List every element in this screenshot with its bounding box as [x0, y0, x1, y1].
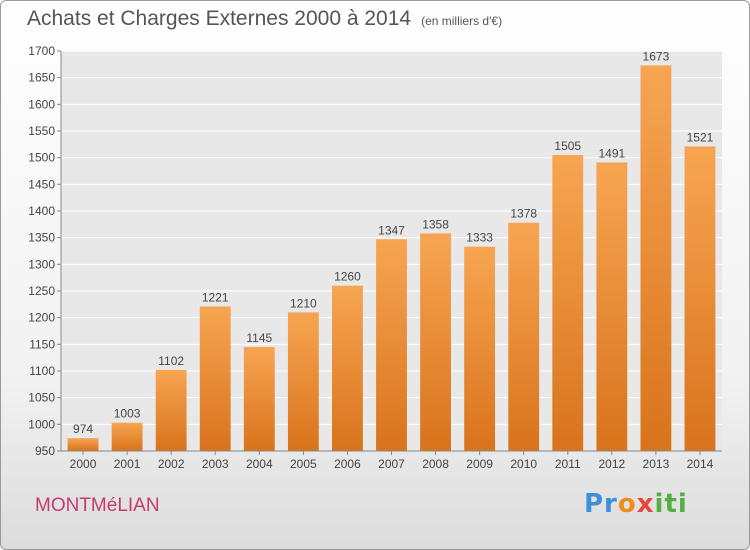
data-label: 1221: [202, 290, 229, 304]
y-tick-label: 1200: [28, 311, 55, 325]
x-tick-label: 2010: [510, 457, 537, 471]
data-label: 1673: [643, 49, 670, 63]
data-label: 1210: [290, 296, 317, 310]
x-tick-label: 2007: [378, 457, 405, 471]
commune-name: MONTMéLIAN: [35, 495, 160, 516]
x-axis: 2000 2001 2002 2003 2004 2005 2006 2007 2008 2009…: [61, 450, 722, 471]
x-tick-label: 2014: [687, 457, 714, 471]
x-tick-label: 2011: [555, 457, 581, 471]
data-label: 1102: [158, 354, 184, 368]
x-tick-label: 2005: [290, 457, 317, 471]
bar-2013: [640, 65, 672, 452]
y-tick-label: 1300: [28, 257, 55, 271]
bar-2001: [111, 422, 143, 451]
bar-2002: [155, 369, 187, 451]
data-label: 1145: [246, 331, 272, 345]
bar-2004: [243, 347, 275, 451]
x-tick-label: 2002: [158, 457, 185, 471]
bar-2005: [287, 312, 319, 451]
bar-2009: [464, 246, 496, 451]
y-tick-label: 1650: [28, 71, 55, 85]
y-tick-label: 1400: [28, 204, 55, 218]
data-label: 1347: [378, 223, 405, 237]
y-tick-label: 950: [35, 444, 55, 458]
y-tick-label: 1250: [28, 284, 55, 298]
y-tick-label: 1100: [29, 364, 55, 378]
y-tick-label: 1350: [28, 231, 55, 245]
data-label: 1003: [114, 407, 141, 421]
y-tick-label: 1500: [28, 151, 55, 165]
chart-subtitle: (en milliers d'€): [421, 14, 503, 28]
x-tick-label: 2000: [70, 457, 97, 471]
x-tick-label: 2012: [598, 457, 625, 471]
x-tick-label: 2009: [466, 457, 493, 471]
bar-2006: [332, 285, 363, 451]
bar-2012: [596, 162, 628, 451]
data-label: 1505: [554, 139, 581, 153]
y-tick-label: 1550: [28, 124, 55, 138]
y-tick-label: 1000: [28, 417, 55, 431]
data-labels: 974 1003 1102 1221 1145 1210 1260 1347 1358 1333 1…: [73, 49, 714, 436]
x-tick-label: 2006: [334, 457, 361, 471]
data-label: 1333: [466, 231, 493, 245]
bar-2007: [376, 239, 407, 451]
bars: [67, 65, 716, 452]
bar-2010: [508, 222, 540, 451]
x-tick-label: 2013: [643, 457, 670, 471]
bar-2000: [67, 438, 99, 451]
data-label: 974: [73, 422, 93, 436]
bar-2003: [199, 306, 231, 451]
y-tick-label: 1600: [28, 97, 55, 111]
bar-2011: [552, 155, 584, 451]
data-label: 1358: [422, 217, 449, 231]
y-axis: 950 1000 1050 1100 1150 1200 1250 1300 1350 1400 1…: [28, 44, 62, 458]
x-tick-label: 2003: [202, 457, 229, 471]
chart-title-text: Achats et Charges Externes 2000 à 2014: [27, 7, 412, 30]
y-tick-label: 1450: [28, 177, 55, 191]
data-label: 1378: [510, 207, 537, 221]
bar-2008: [420, 233, 451, 451]
data-label: 1521: [687, 130, 714, 144]
proxiti-logo: Proxiti: [584, 489, 688, 519]
x-tick-label: 2001: [114, 457, 141, 471]
y-tick-label: 1150: [29, 337, 55, 351]
chart-title: Achats et Charges Externes 2000 à 2014 (e…: [27, 7, 502, 31]
x-tick-label: 2004: [246, 457, 273, 471]
data-label: 1260: [334, 270, 361, 284]
data-label: 1491: [598, 146, 625, 160]
y-tick-label: 1050: [28, 391, 55, 405]
y-tick-label: 1700: [28, 44, 55, 58]
x-tick-label: 2008: [422, 457, 449, 471]
bar-2014: [684, 146, 716, 451]
